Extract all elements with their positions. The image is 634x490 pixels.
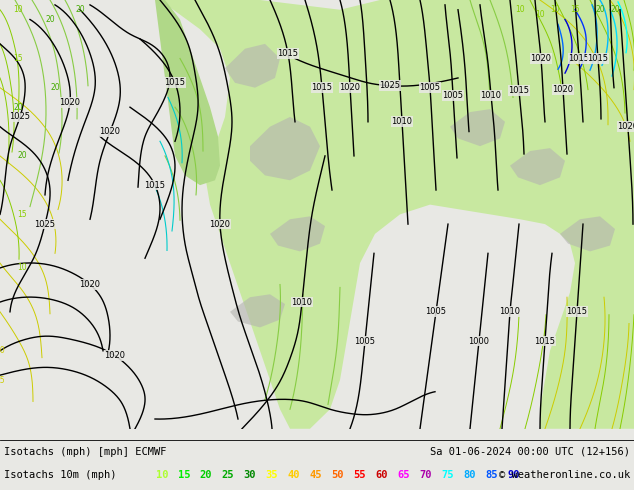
Text: 1020: 1020: [209, 220, 231, 229]
Text: 30: 30: [0, 346, 5, 355]
Text: 1010: 1010: [292, 297, 313, 307]
Text: 1020: 1020: [552, 85, 574, 94]
Text: 1020: 1020: [60, 98, 81, 107]
Polygon shape: [450, 109, 505, 146]
Text: 1025: 1025: [34, 220, 56, 229]
Text: 10: 10: [535, 10, 545, 19]
Text: 35: 35: [266, 470, 278, 480]
Text: 10: 10: [17, 264, 27, 272]
Text: 25: 25: [222, 470, 234, 480]
Text: 40: 40: [288, 470, 301, 480]
Polygon shape: [270, 216, 325, 251]
Text: 10: 10: [156, 470, 168, 480]
Text: 20: 20: [50, 83, 60, 92]
Text: 20: 20: [17, 151, 27, 160]
Text: 1025: 1025: [380, 81, 401, 90]
Polygon shape: [250, 117, 320, 180]
Text: 85: 85: [486, 470, 498, 480]
Text: 45: 45: [310, 470, 322, 480]
Polygon shape: [155, 0, 220, 185]
Text: 1015: 1015: [588, 54, 609, 63]
Text: 15: 15: [178, 470, 190, 480]
Text: 1005: 1005: [443, 91, 463, 100]
Text: 90: 90: [508, 470, 521, 480]
Text: 1015: 1015: [508, 86, 529, 95]
Text: 20: 20: [595, 5, 605, 14]
Text: 75: 75: [442, 470, 454, 480]
Text: Isotachs 10m (mph): Isotachs 10m (mph): [4, 470, 117, 480]
Text: Sa 01-06-2024 00:00 UTC (12+156): Sa 01-06-2024 00:00 UTC (12+156): [430, 447, 630, 457]
Text: 55: 55: [354, 470, 366, 480]
Text: 1015: 1015: [567, 307, 588, 317]
Text: 20: 20: [45, 15, 55, 24]
Text: 30: 30: [243, 470, 256, 480]
Polygon shape: [230, 294, 285, 327]
Text: 15: 15: [17, 210, 27, 219]
Text: 1015: 1015: [164, 78, 186, 87]
Text: 1020: 1020: [531, 54, 552, 63]
Polygon shape: [560, 216, 615, 251]
Text: 10: 10: [13, 5, 23, 14]
Text: 20: 20: [75, 5, 85, 14]
Text: 1015: 1015: [278, 49, 299, 58]
Text: 50: 50: [332, 470, 344, 480]
Text: 1005: 1005: [354, 337, 375, 345]
Text: 10: 10: [515, 5, 525, 14]
Text: 1015: 1015: [145, 181, 165, 190]
Text: 1020: 1020: [100, 127, 120, 136]
Polygon shape: [160, 0, 634, 429]
Polygon shape: [225, 44, 280, 88]
Text: 1015: 1015: [311, 83, 332, 92]
Text: 20: 20: [200, 470, 212, 480]
Text: 1005: 1005: [420, 83, 441, 92]
Text: 1020: 1020: [79, 280, 101, 289]
Text: 10: 10: [550, 5, 560, 14]
Polygon shape: [510, 148, 565, 185]
Text: © weatheronline.co.uk: © weatheronline.co.uk: [499, 470, 630, 480]
Text: 1020: 1020: [105, 351, 126, 360]
Text: 60: 60: [376, 470, 388, 480]
Text: 1025: 1025: [10, 112, 30, 122]
Text: 80: 80: [463, 470, 476, 480]
Text: 20: 20: [13, 103, 23, 112]
Text: 1015: 1015: [534, 337, 555, 345]
Text: 25: 25: [0, 375, 5, 385]
Text: 20: 20: [610, 5, 620, 14]
Text: 15: 15: [13, 54, 23, 63]
Text: 1015: 1015: [569, 54, 590, 63]
Text: 70: 70: [420, 470, 432, 480]
Text: 1000: 1000: [469, 337, 489, 345]
Text: 1020: 1020: [618, 122, 634, 131]
Text: 65: 65: [398, 470, 410, 480]
Text: 1010: 1010: [392, 117, 413, 126]
Text: 1010: 1010: [481, 91, 501, 100]
Text: 1020: 1020: [339, 83, 361, 92]
Text: 1010: 1010: [500, 307, 521, 317]
Text: 1005: 1005: [425, 307, 446, 317]
Text: 15: 15: [570, 5, 580, 14]
Text: Isotachs (mph) [mph] ECMWF: Isotachs (mph) [mph] ECMWF: [4, 447, 167, 457]
